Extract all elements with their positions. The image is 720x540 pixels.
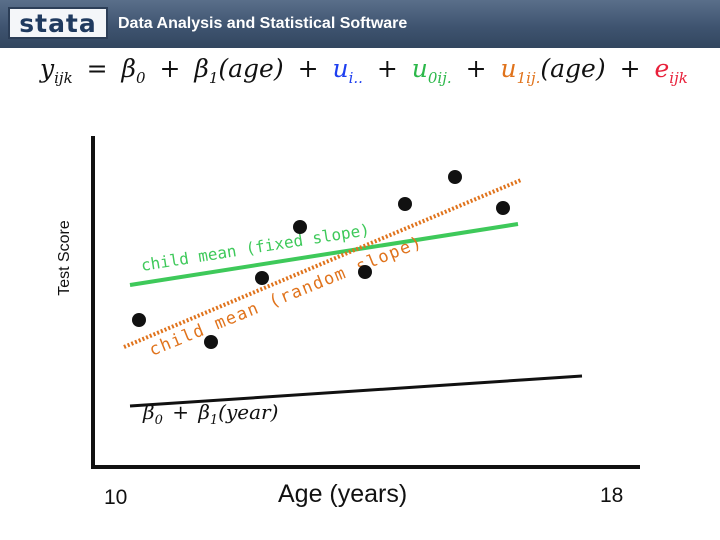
data-point	[293, 220, 307, 234]
data-point	[132, 313, 146, 327]
eq-lhs: yijk	[40, 54, 73, 87]
data-point	[496, 201, 510, 215]
model-equation: yijk = β0 + β1(age) + ui.. + u0ij. + u1i…	[40, 54, 688, 94]
eq-beta1-age: β1(age)	[194, 54, 284, 87]
x-tick-max: 18	[600, 484, 624, 507]
eq-plus-1: +	[159, 54, 181, 83]
eq-e-ijk: eijk	[654, 54, 688, 87]
data-point	[448, 170, 462, 184]
x-axis-label: Age (years)	[278, 480, 408, 508]
header-title: Data Analysis and Statistical Software	[118, 15, 408, 32]
eq-u-1ij-age: u1ij.(age)	[500, 54, 606, 87]
data-point	[204, 335, 218, 349]
eq-plus-2: +	[297, 54, 319, 83]
logo-text: stata	[19, 8, 97, 38]
eq-u-i: ui..	[332, 54, 363, 87]
data-point	[255, 271, 269, 285]
eq-plus-4: +	[465, 54, 487, 83]
data-point	[398, 197, 412, 211]
eq-plus-5: +	[619, 54, 641, 83]
baseline-label: β0 + β1(year)	[143, 400, 279, 428]
baseline-line	[129, 374, 583, 408]
fixed-slope-line	[129, 222, 519, 287]
header-bar: stata Data Analysis and Statistical Soft…	[0, 0, 720, 48]
eq-equals: =	[86, 54, 108, 83]
y-axis-label: Test Score	[56, 220, 73, 296]
stata-logo: stata	[8, 7, 108, 39]
eq-beta0: β0	[121, 54, 146, 87]
x-tick-min: 10	[104, 486, 128, 509]
data-point	[358, 265, 372, 279]
eq-plus-3: +	[376, 54, 398, 83]
eq-u-0ij: u0ij.	[411, 54, 452, 87]
